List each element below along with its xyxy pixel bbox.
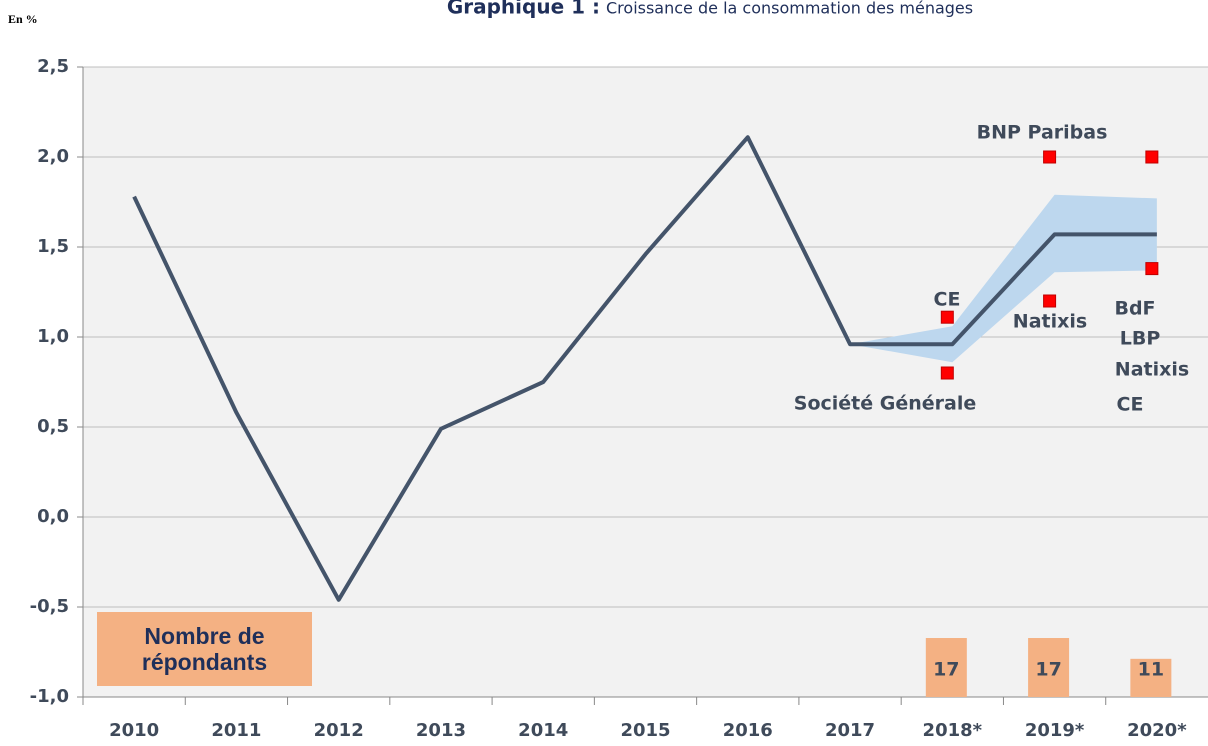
forecast-point xyxy=(1145,150,1159,164)
x-tick-label: 2020* xyxy=(1127,720,1187,741)
x-tick-label: 2010 xyxy=(109,720,159,741)
annotation: BdF xyxy=(1114,298,1155,320)
x-tick-label: 2011 xyxy=(211,720,261,741)
y-tick-label: 1,0 xyxy=(37,326,69,347)
respondent-count: 17 xyxy=(933,659,959,681)
plot-area xyxy=(83,67,1208,697)
line xyxy=(132,135,1157,602)
annotation: CE xyxy=(1117,394,1144,416)
y-tick-label: 1,5 xyxy=(37,236,69,257)
x-tick-label: 2017 xyxy=(825,720,875,741)
forecast-point xyxy=(1043,294,1057,308)
respondents-label: Nombre de répondants xyxy=(97,612,312,686)
annotation: Natixis xyxy=(1115,359,1189,381)
annotation: BNP Paribas xyxy=(977,122,1108,144)
respondent-bar xyxy=(925,638,967,697)
respondent-count: 11 xyxy=(1138,659,1164,681)
y-tick-label: 2,0 xyxy=(37,146,69,167)
y-unit: En % xyxy=(8,12,38,26)
forecast-point xyxy=(1145,262,1159,276)
forecast-point xyxy=(940,310,954,324)
x-tick-label: 2013 xyxy=(416,720,466,741)
forecast-range xyxy=(850,194,1157,363)
y-tick-label: 0,5 xyxy=(37,416,69,437)
y-tick-label: 2,5 xyxy=(37,56,69,77)
chart-subtitle: Croissance de la consommation des ménage… xyxy=(606,0,973,18)
forecast-point xyxy=(1043,150,1057,164)
x-tick-label: 2016 xyxy=(723,720,773,741)
x-tick-label: 2012 xyxy=(314,720,364,741)
chart-title: Graphique 1 : xyxy=(447,0,600,19)
y-tick-label: 0,0 xyxy=(37,506,69,527)
annotation: Société Générale xyxy=(794,393,976,415)
respondent-bar xyxy=(1130,658,1172,697)
annotation: LBP xyxy=(1120,328,1161,350)
respondent-bar xyxy=(1028,638,1070,697)
y-tick-label: -1,0 xyxy=(30,686,69,707)
x-tick-label: 2014 xyxy=(518,720,568,741)
respondent-count: 17 xyxy=(1035,659,1061,681)
x-tick-label: 2019* xyxy=(1025,720,1085,741)
y-tick-label: -0,5 xyxy=(30,596,69,617)
annotation: CE xyxy=(934,289,961,311)
annotation: Natixis xyxy=(1013,311,1087,333)
x-tick-label: 2018* xyxy=(923,720,983,741)
forecast-point xyxy=(940,366,954,380)
x-tick-label: 2015 xyxy=(620,720,670,741)
